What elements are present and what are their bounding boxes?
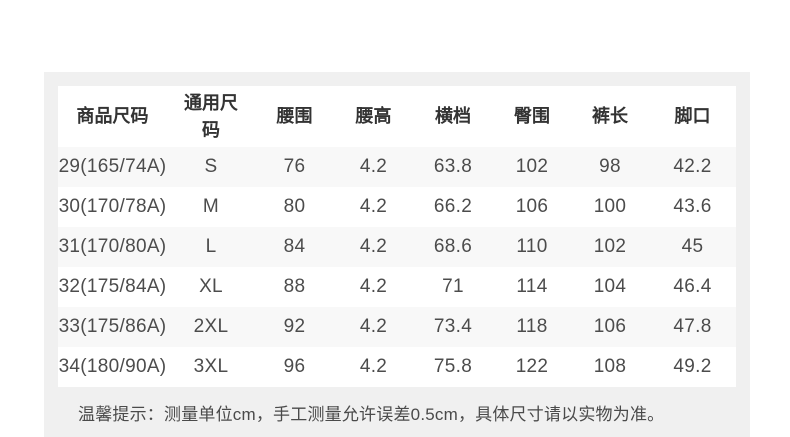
cell-product-size: 34(180/90A) [58,347,167,387]
size-chart-panel: 商品尺码 通用尺码 腰围 腰高 横档 臀围 裤长 脚口 29(165/74A) … [44,72,750,437]
cell-universal-size: L [167,227,255,267]
col-header-product-size: 商品尺码 [58,86,167,147]
cell-hip: 106 [493,187,571,227]
cell-waist: 92 [255,307,334,347]
cell-rise: 4.2 [334,307,413,347]
cell-pants-length: 102 [571,227,649,267]
table-row: 34(180/90A) 3XL 96 4.2 75.8 122 108 49.2 [58,347,736,387]
cell-universal-size: M [167,187,255,227]
cell-leg-opening: 49.2 [649,347,736,387]
cell-crotch: 73.4 [413,307,493,347]
cell-leg-opening: 42.2 [649,147,736,187]
table-row: 29(165/74A) S 76 4.2 63.8 102 98 42.2 [58,147,736,187]
cell-universal-size: 3XL [167,347,255,387]
cell-crotch: 68.6 [413,227,493,267]
col-header-pants-length-label: 裤长 [592,106,628,127]
col-header-rise-label: 腰高 [355,106,392,127]
cell-leg-opening: 47.8 [649,307,736,347]
cell-pants-length: 100 [571,187,649,227]
cell-universal-size: 2XL [167,307,255,347]
cell-waist: 96 [255,347,334,387]
cell-product-size: 33(175/86A) [58,307,167,347]
table-row: 31(170/80A) L 84 4.2 68.6 110 102 45 [58,227,736,267]
col-header-product-size-label: 商品尺码 [76,106,149,127]
measurement-note: 温馨提示：测量单位cm，手工测量允许误差0.5cm，具体尺寸请以实物为准。 [78,404,665,424]
cell-crotch: 63.8 [413,147,493,187]
col-header-leg-opening-label: 脚口 [674,106,711,127]
cell-leg-opening: 45 [649,227,736,267]
col-header-pants-length: 裤长 [571,86,649,147]
cell-crotch: 66.2 [413,187,493,227]
col-header-rise: 腰高 [334,86,413,147]
table-row: 30(170/78A) M 80 4.2 66.2 106 100 43.6 [58,187,736,227]
table-row: 33(175/86A) 2XL 92 4.2 73.4 118 106 47.8 [58,307,736,347]
col-header-hip-label: 臀围 [514,106,550,127]
col-header-crotch-label: 横档 [435,106,471,127]
cell-hip: 110 [493,227,571,267]
cell-waist: 84 [255,227,334,267]
col-header-universal-size: 通用尺码 [167,86,255,147]
cell-rise: 4.2 [334,187,413,227]
cell-rise: 4.2 [334,267,413,307]
cell-crotch: 71 [413,267,493,307]
cell-universal-size: S [167,147,255,187]
cell-product-size: 32(175/84A) [58,267,167,307]
cell-hip: 114 [493,267,571,307]
size-table: 商品尺码 通用尺码 腰围 腰高 横档 臀围 裤长 脚口 29(165/74A) … [58,86,736,387]
cell-waist: 80 [255,187,334,227]
cell-rise: 4.2 [334,227,413,267]
cell-waist: 88 [255,267,334,307]
cell-product-size: 30(170/78A) [58,187,167,227]
table-row: 32(175/84A) XL 88 4.2 71 114 104 46.4 [58,267,736,307]
cell-rise: 4.2 [334,347,413,387]
cell-product-size: 29(165/74A) [58,147,167,187]
col-header-leg-opening: 脚口 [649,86,736,147]
cell-hip: 122 [493,347,571,387]
cell-pants-length: 98 [571,147,649,187]
cell-hip: 102 [493,147,571,187]
col-header-waist-label: 腰围 [276,106,313,127]
cell-rise: 4.2 [334,147,413,187]
cell-pants-length: 104 [571,267,649,307]
header-row: 商品尺码 通用尺码 腰围 腰高 横档 臀围 裤长 脚口 [58,86,736,147]
cell-product-size: 31(170/80A) [58,227,167,267]
cell-hip: 118 [493,307,571,347]
cell-pants-length: 108 [571,347,649,387]
cell-universal-size: XL [167,267,255,307]
cell-leg-opening: 43.6 [649,187,736,227]
col-header-hip: 臀围 [493,86,571,147]
col-header-universal-size-label: 通用尺码 [183,93,238,140]
cell-pants-length: 106 [571,307,649,347]
cell-leg-opening: 46.4 [649,267,736,307]
cell-crotch: 75.8 [413,347,493,387]
col-header-crotch: 横档 [413,86,493,147]
cell-waist: 76 [255,147,334,187]
col-header-waist: 腰围 [255,86,334,147]
